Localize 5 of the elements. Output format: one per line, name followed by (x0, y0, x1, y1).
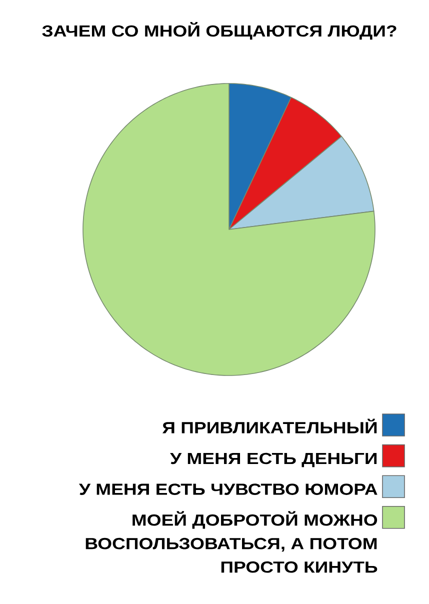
legend-label: У МЕНЯ ЕСТЬ ЧУВСТВО ЮМОРА (78, 484, 378, 495)
legend-label: У МЕНЯ ЕСТЬ ДЕНЬГИ (170, 452, 377, 468)
legend-label: МОЕЙ ДОБРОТОЙ МОЖНО ВОСПОЛЬЗОВАТЬСЯ, А ПОТОМ ПРОСТО КИНУТЬ (86, 511, 378, 573)
legend-label: Я ПРИВЛИКАТЕЛЬНЫЙ (162, 418, 377, 434)
chart-title: ЗАЧЕМ СО МНОЙ ОБЩАЮТСЯ ЛЮДИ? (42, 22, 396, 40)
